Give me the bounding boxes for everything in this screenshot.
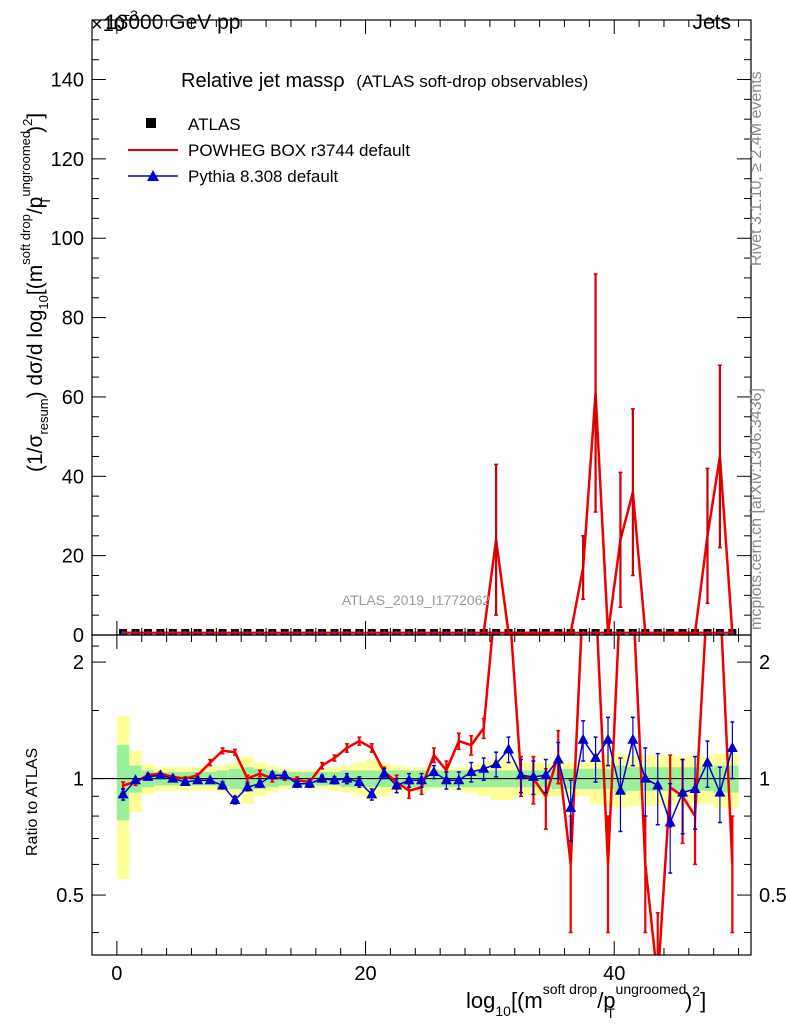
analysis-watermark: ATLAS_2019_I1772062: [342, 592, 491, 608]
ratio-pythia-point: [652, 779, 664, 790]
ratio-pythia-point: [167, 772, 179, 783]
ratio-pythia-point: [328, 774, 340, 785]
legend-pythia-marker: [147, 170, 159, 181]
ratio-pythia-point: [428, 765, 440, 776]
main-y-tick-label: 120: [51, 149, 84, 171]
ratio-pythia-point: [391, 779, 403, 790]
main-y-axis-label: (1/σresum) dσ/d log10[(msoft drop/pungro…: [18, 113, 53, 472]
ratio-pythia-point: [490, 758, 502, 769]
ratio-pythia-point: [229, 794, 241, 805]
main-y-tick-label: 80: [62, 308, 84, 330]
main-y-tick-label: 140: [51, 70, 84, 92]
x-tick-label: 20: [354, 963, 376, 985]
ratio-y-tick-label-right: 1: [759, 769, 770, 791]
header-exponent-prefix: ×10: [91, 14, 125, 36]
main-y-tick-label: 100: [51, 228, 84, 250]
header-exponent: −3: [122, 7, 138, 23]
ratio-pythia-point: [316, 772, 328, 783]
main-powheg-line: [482, 392, 734, 635]
chart-title: Relative jet massρ (ATLAS soft-drop obse…: [181, 70, 588, 92]
ratio-pythia-point: [204, 774, 216, 785]
chart-title-sub: (ATLAS soft-drop observables): [356, 72, 588, 91]
main-panel-frame: [91, 19, 752, 636]
main-series-layer: [119, 273, 737, 635]
ratio-pythia-point: [440, 774, 452, 785]
ratio-powheg-line: [122, 635, 734, 955]
ratio-pythia-point: [478, 762, 490, 773]
x-tick-label: 40: [603, 963, 625, 985]
ratio-pythia-point: [416, 774, 427, 785]
ratio-pythia-point: [453, 774, 465, 785]
ratio-pythia-point: [614, 784, 626, 795]
ratio-pythia-point: [602, 733, 614, 744]
ratio-pythia-point: [527, 770, 539, 781]
main-y-tick-label: 20: [62, 546, 84, 568]
ratio-pythia-point: [341, 772, 353, 783]
ratio-pythia-point: [266, 769, 278, 780]
header-left-label: 13000 GeV pp: [105, 11, 240, 34]
x-tick-label: 0: [111, 963, 122, 985]
chart-title-main: Relative jet massρ: [181, 70, 345, 92]
legend-atlas-label: ATLAS: [188, 115, 241, 134]
ratio-pythia-point: [254, 777, 266, 788]
ratio-pythia-point: [503, 743, 515, 754]
ratio-pythia-point: [304, 777, 316, 788]
ratio-pythia-point: [714, 786, 726, 797]
legend-atlas-marker: [146, 118, 156, 128]
ratio-pythia-point: [639, 772, 651, 783]
axes-ticks: 0 20 40 60 80 100 120 140 0 20 40 0.5 0.5 1 1 2 2: [51, 19, 786, 985]
main-y-tick-label: 60: [62, 387, 84, 409]
ratio-y-axis-label: Ratio to ATLAS: [24, 748, 41, 856]
ratio-y-tick-label: 0.5: [56, 885, 84, 907]
ratio-pythia-point: [241, 781, 253, 792]
ratio-pythia-point: [465, 765, 477, 776]
main-y-tick-label: 0: [73, 625, 84, 647]
ratio-pythia-point: [540, 769, 552, 780]
ratio-y-tick-label: 2: [73, 652, 84, 674]
ratio-pythia-point: [677, 786, 689, 797]
ratio-pythia-point: [726, 741, 738, 752]
ratio-pythia-point: [353, 775, 365, 786]
main-y-tick-label: 40: [62, 466, 84, 488]
ratio-y-tick-label-right: 2: [759, 652, 770, 674]
ratio-pythia-point: [117, 788, 129, 799]
legend-pythia-label: Pythia 8.308 default: [188, 167, 339, 186]
mcplots-side-label: mcplots.cern.ch [arXiv:1306.3436]: [748, 388, 765, 630]
ratio-series-layer: [117, 635, 738, 955]
ratio-pythia-point: [689, 782, 701, 793]
ratio-pythia-point: [627, 733, 639, 744]
ratio-pythia-point: [565, 801, 577, 812]
ratio-pythia-point: [515, 769, 527, 780]
ratio-pythia-point: [192, 774, 204, 785]
ratio-pythia-point: [279, 769, 291, 780]
ratio-pythia-point: [577, 733, 589, 744]
x-axis-label: log10[(msoft drop/pungroomed T)2]: [466, 981, 706, 1021]
ratio-pythia-point: [366, 788, 378, 799]
ratio-pythia-point: [217, 779, 229, 790]
legend: ATLAS POWHEG BOX r3744 default Pythia 8.…: [128, 115, 410, 186]
ratio-pythia-point: [291, 777, 303, 788]
ratio-pythia-point: [590, 752, 602, 763]
ratio-y-tick-label-right: 0.5: [759, 885, 786, 907]
ratio-pythia-point: [142, 770, 154, 781]
header-right-label: Jets: [692, 11, 731, 34]
ratio-y-tick-label: 1: [73, 769, 84, 791]
ratio-pythia-point: [664, 816, 676, 827]
ratio-pythia-point: [179, 775, 191, 786]
ratio-pythia-point: [130, 774, 142, 785]
ratio-pythia-point: [378, 767, 390, 778]
ratio-pythia-point: [701, 756, 713, 767]
ratio-pythia-point: [403, 774, 415, 785]
rivet-side-label: Rivet 3.1.10, ≥ 2.4M events: [748, 71, 765, 266]
ratio-pythia-point: [552, 753, 564, 764]
legend-powheg-label: POWHEG BOX r3744 default: [188, 141, 410, 160]
ratio-panel-frame: [91, 634, 752, 956]
ratio-pythia-point: [154, 769, 166, 780]
